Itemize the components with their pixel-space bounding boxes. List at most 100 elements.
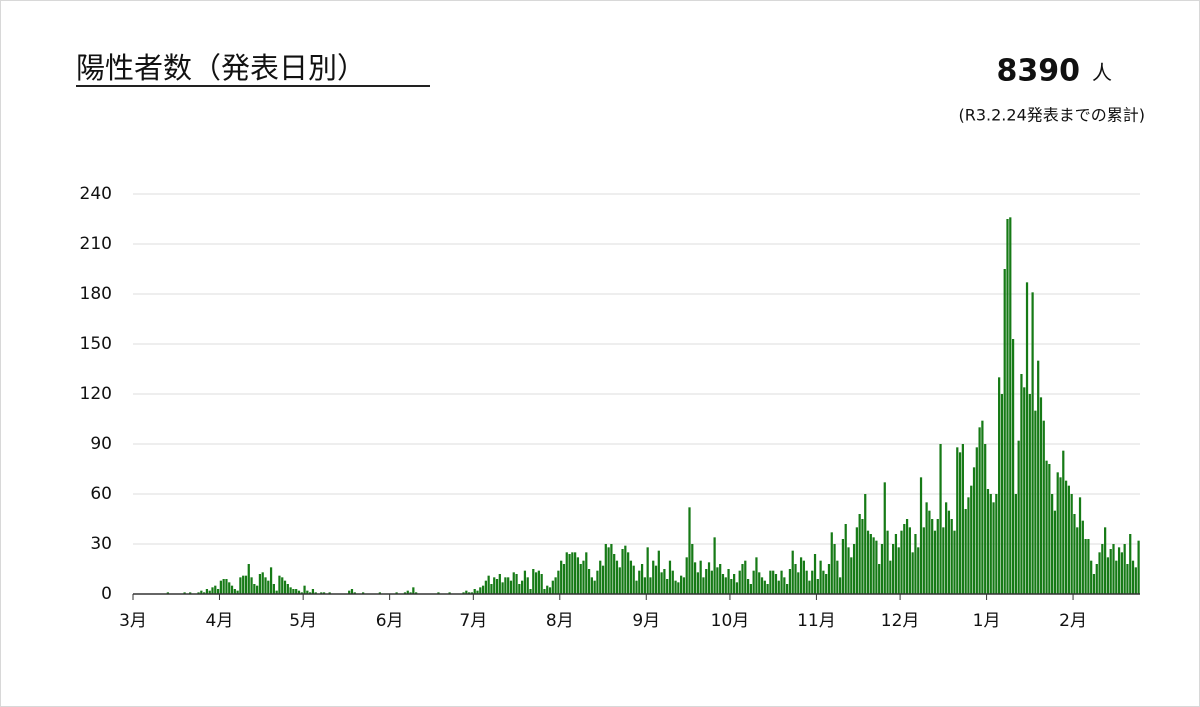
bar [967,497,970,594]
bar [618,567,621,594]
bar [1112,544,1115,594]
bar [813,554,817,594]
bar [1051,494,1054,594]
bar [786,584,789,594]
bar [286,584,289,594]
bar [267,580,270,594]
bar [897,547,900,594]
bar [613,554,616,594]
bar [1039,397,1043,594]
bar [894,534,898,594]
bar [640,564,644,594]
bar [839,577,842,594]
bar [166,592,169,594]
bar [632,565,635,594]
bar [607,547,610,594]
bar [677,582,680,594]
bar [537,570,540,594]
bar [1025,282,1029,594]
bar [772,570,775,594]
bar [239,577,242,594]
bar [189,592,192,594]
bar [348,590,351,594]
bar [205,589,209,594]
bar [543,589,546,594]
bar [283,580,287,594]
bar [1115,560,1118,594]
bar [593,580,596,594]
bar [309,592,312,594]
bar [744,560,747,594]
bar [269,567,273,594]
bar [219,580,222,594]
bar [945,502,948,594]
bar [755,557,758,594]
bar [693,562,697,594]
bar [905,519,909,594]
bar [1014,494,1017,594]
bar [518,584,521,594]
x-tick-label: 6月 [376,611,404,631]
bar [303,585,306,594]
bar [816,579,819,594]
bar [1059,477,1062,594]
bar [306,590,309,594]
bar [320,592,323,594]
bar [760,577,764,594]
bar [844,524,847,594]
bar [1003,269,1006,594]
bar [992,502,995,594]
bar [512,572,515,594]
bar [532,569,535,594]
bar [1056,472,1059,594]
bar [362,592,365,594]
bar [1045,460,1048,594]
bar [942,527,945,594]
total-unit: 人 [1092,61,1112,85]
bar [487,575,490,594]
bar [1064,480,1068,594]
bar [1028,394,1031,594]
y-tick-label: 180 [80,284,112,304]
y-tick-label: 90 [90,434,112,454]
bar [939,444,942,594]
bar [1009,217,1012,595]
bar [289,587,292,594]
bar [802,560,805,594]
bar [1076,527,1079,594]
bar [278,575,281,594]
bar [604,544,607,594]
bar [515,574,518,594]
bar [350,589,354,594]
bar [216,589,220,594]
bar [1048,464,1051,594]
bar [548,587,552,594]
x-tick-label: 5月 [289,611,317,631]
bar [958,452,962,594]
bar [228,582,231,594]
bar [629,560,633,594]
bar [540,574,543,594]
bar [900,530,903,594]
bar [523,570,527,594]
bar [1023,387,1026,594]
bar [986,489,990,594]
bar [947,510,951,594]
bar [716,567,719,594]
bar [638,570,641,594]
bar [481,585,485,594]
bar [1120,552,1123,594]
bar [972,467,976,594]
bar [183,592,186,594]
bar [852,544,856,594]
bar [504,577,507,594]
bar [601,565,605,594]
bar [300,592,303,594]
bar [869,534,872,594]
bar [568,554,571,594]
bar [735,582,739,594]
bar [534,572,538,594]
bar [889,560,892,594]
bar [878,564,881,594]
bar [1037,360,1040,594]
